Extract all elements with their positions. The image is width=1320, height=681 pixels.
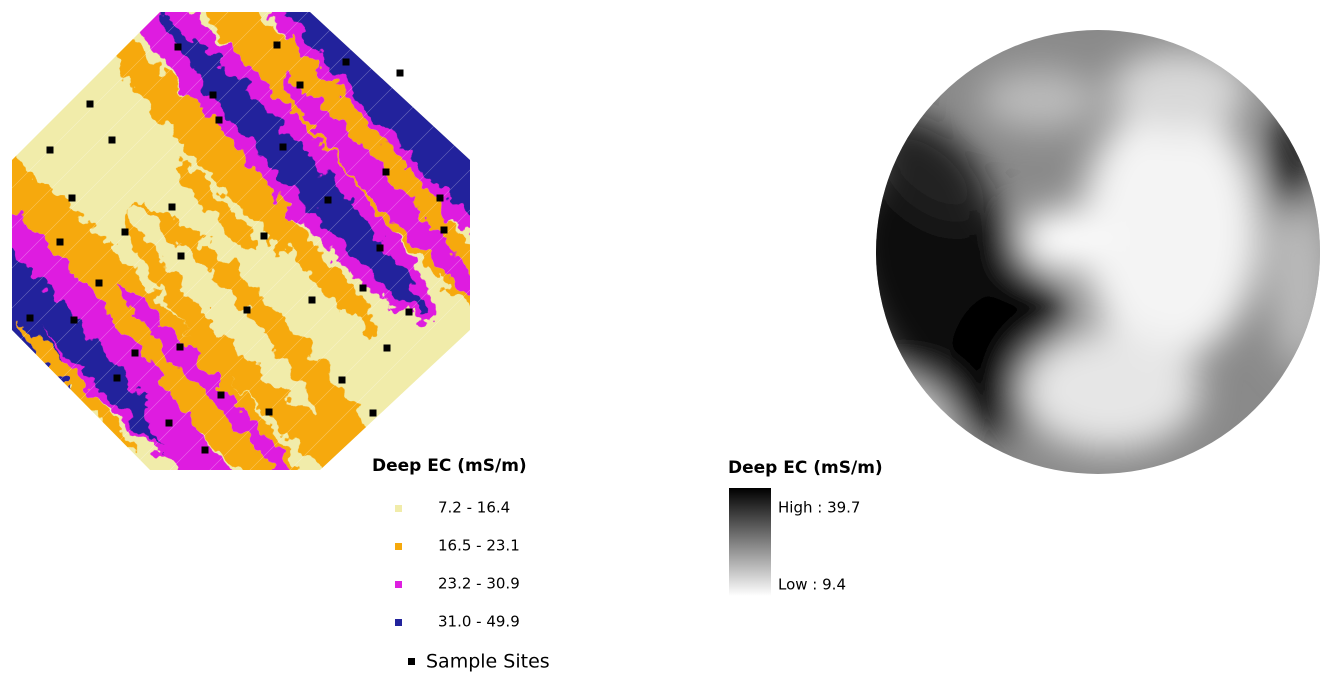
sample-site (297, 82, 304, 89)
sample-site (202, 447, 209, 454)
sample-site (397, 70, 404, 77)
legend-label: 23.2 - 30.9 (438, 575, 520, 593)
sample-site (360, 285, 367, 292)
sample-site (27, 315, 34, 322)
legend-swatch (395, 505, 402, 512)
sample-site (96, 280, 103, 287)
sample-site (132, 350, 139, 357)
sample-site (166, 420, 173, 427)
sample-site (384, 345, 391, 352)
sample-site (441, 227, 448, 234)
legend-label: Sample Sites (426, 651, 550, 673)
classified-map (0, 0, 1000, 622)
legend-label: 31.0 - 49.9 (438, 613, 520, 631)
sample-site (343, 59, 350, 66)
sample-site (437, 195, 444, 202)
hatch-line (400, 0, 880, 480)
sample-site (178, 253, 185, 260)
hatch-line (440, 0, 920, 480)
sample-site (309, 297, 316, 304)
continuous-map (800, 28, 1320, 478)
sample-site (261, 233, 268, 240)
sample-site (122, 229, 129, 236)
sample-site (109, 137, 116, 144)
sample-site (177, 344, 184, 351)
sample-site (339, 377, 346, 384)
sample-site (383, 169, 390, 176)
color-ramp (729, 488, 771, 596)
sample-site (114, 375, 121, 382)
sample-site (274, 42, 281, 49)
sample-site (370, 410, 377, 417)
sample-site (175, 44, 182, 51)
sample-site (377, 245, 384, 252)
class-legend: 7.2 - 16.4 16.5 - 23.1 23.2 - 30.9 31.0 - 4… (395, 499, 520, 631)
sample-site (325, 197, 332, 204)
legend-label: High : 39.7 (778, 499, 860, 517)
sample-site (210, 92, 217, 99)
sample-site (47, 147, 54, 154)
legend-swatch (395, 619, 402, 626)
legend-label: Low : 9.4 (778, 576, 846, 594)
legend-swatch (395, 581, 402, 588)
sample-site (280, 144, 287, 151)
sample-site (406, 309, 413, 316)
sample-site (169, 204, 176, 211)
page: Deep EC (mS/m) 7.2 - 16.4 16.5 - 23.1 23.2… (0, 0, 1320, 681)
sample-site (218, 392, 225, 399)
sample-site (87, 101, 94, 108)
sample-site (266, 409, 273, 416)
site-symbol (408, 658, 415, 665)
sample-site (244, 307, 251, 314)
legend-label: 7.2 - 16.4 (438, 499, 510, 517)
sample-site (71, 317, 78, 324)
sample-site (69, 195, 76, 202)
sample-site (57, 239, 64, 246)
legend-label: 16.5 - 23.1 (438, 537, 520, 555)
legend-swatch (395, 543, 402, 550)
legend-title: Deep EC (mS/m) (372, 456, 527, 476)
legend-title: Deep EC (mS/m) (728, 458, 883, 478)
sample-site (216, 117, 223, 124)
